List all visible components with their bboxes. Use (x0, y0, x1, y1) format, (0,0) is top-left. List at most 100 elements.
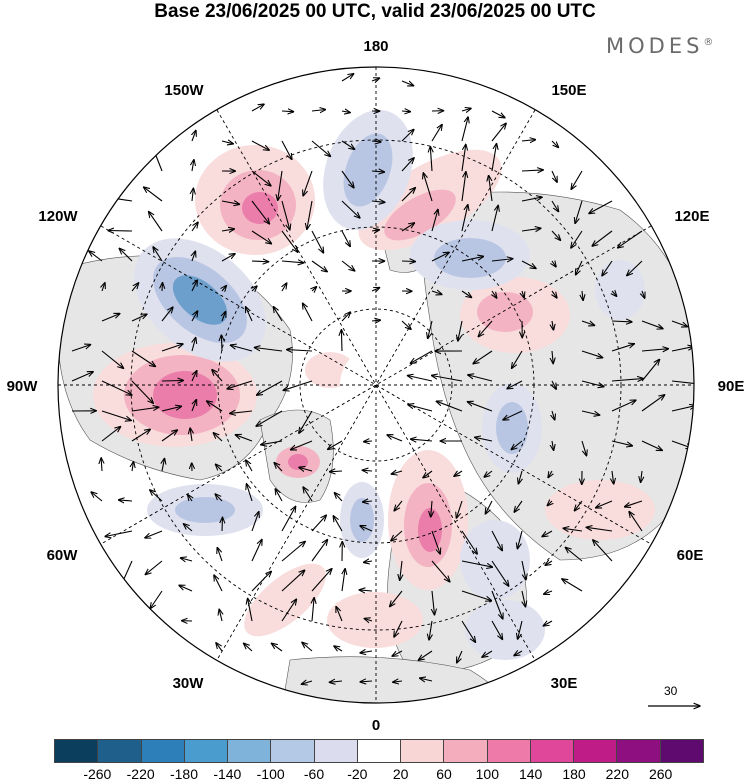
wind-vector (408, 405, 433, 412)
wind-vector (551, 230, 561, 240)
wind-vector (246, 307, 253, 322)
wind-vector (542, 530, 553, 537)
wind-vector (552, 350, 553, 364)
wind-vector (161, 307, 173, 322)
wind-vector (311, 140, 331, 156)
colorbar-segment (574, 740, 618, 762)
wind-vector (581, 440, 587, 456)
wind-vector (401, 80, 414, 86)
wind-vector (212, 370, 223, 382)
wind-vector (251, 261, 269, 262)
wind-vector (131, 380, 153, 403)
wind-vector (108, 231, 133, 232)
wind-vector (461, 620, 475, 642)
wind-vector (545, 561, 553, 565)
reference-vector-label: 30 (664, 684, 678, 698)
wind-vector (371, 141, 381, 142)
wind-vector (341, 200, 360, 218)
wind-vector (511, 440, 523, 450)
wind-vector (281, 200, 290, 230)
wind-vector (222, 312, 226, 322)
wind-vector (101, 380, 132, 395)
wind-vector (291, 440, 313, 450)
wind-vector (461, 117, 468, 142)
wind-vector (282, 283, 287, 292)
wind-vector (431, 252, 449, 262)
wind-vector (429, 620, 432, 640)
wind-vector (593, 540, 613, 562)
wind-vector (522, 290, 524, 298)
wind-vector (150, 490, 163, 502)
wind-vector (303, 487, 313, 502)
wind-vector (311, 110, 326, 112)
wind-vector (216, 464, 223, 472)
wind-vector (491, 530, 502, 551)
colorbar-tick-label: 140 (518, 766, 543, 782)
wind-vector (192, 130, 196, 142)
wind-vector (131, 350, 155, 367)
wind-vector (251, 170, 271, 186)
wind-vector (457, 650, 463, 663)
wind-vector (254, 348, 283, 352)
wind-vector (514, 651, 523, 656)
wind-vector (248, 598, 253, 622)
wind-vector (456, 500, 463, 518)
polar-cap (340, 345, 420, 425)
wind-vector (301, 681, 313, 684)
wind-vector (518, 620, 523, 639)
wind-vector (275, 489, 283, 502)
wind-vector (303, 303, 313, 322)
wind-vector (461, 256, 484, 262)
wind-vector (574, 500, 583, 511)
wind-vector (311, 515, 326, 532)
colorbar (54, 739, 704, 763)
wind-vector (489, 176, 493, 202)
wind-vector (491, 144, 497, 172)
wind-vector (161, 406, 181, 412)
lon-label-60e: 60E (677, 547, 704, 564)
colorbar-tick-label: -260 (83, 766, 112, 782)
wind-vector (161, 430, 177, 442)
wind-vector (221, 201, 240, 204)
wind-vector (101, 427, 121, 442)
colorbar-segment (660, 740, 703, 762)
wind-vector (162, 458, 165, 472)
wind-vector (552, 320, 554, 330)
wind-vector (596, 500, 613, 508)
wind-vector (257, 380, 283, 395)
wind-vector (89, 251, 103, 262)
wind-vector (330, 471, 343, 472)
colorbar-segment (98, 740, 142, 762)
wind-vector (461, 144, 466, 172)
wind-vector (514, 500, 523, 512)
wind-vector (144, 187, 163, 202)
wind-vector (149, 212, 163, 232)
wind-vector (191, 280, 197, 292)
lon-label-60w: 60W (47, 547, 79, 564)
graticule (58, 67, 694, 703)
wind-vector (281, 599, 296, 622)
wind-vector (192, 160, 194, 172)
wind-vector (252, 286, 257, 291)
lon-label-150e: 150E (551, 82, 586, 99)
wind-vector (360, 526, 373, 532)
lon-label-90w: 90W (7, 378, 39, 395)
wind-vector (307, 200, 313, 229)
colorbar-tick-label: -220 (126, 766, 155, 782)
wind-vector (423, 173, 433, 202)
wind-vector (281, 570, 305, 592)
wind-vector (461, 560, 493, 567)
wind-vector (230, 345, 253, 352)
wind-vector (521, 140, 536, 141)
wind-vector (132, 462, 134, 472)
wind-vector (191, 222, 198, 232)
wind-vector (407, 376, 433, 382)
wind-vector (641, 395, 665, 412)
wind-vector (552, 380, 556, 389)
wind-vector (287, 350, 313, 351)
wind-vector (627, 260, 643, 276)
wind-vector (311, 230, 324, 253)
colorbar-tick-label: -140 (213, 766, 242, 782)
wind-vector (150, 590, 163, 609)
